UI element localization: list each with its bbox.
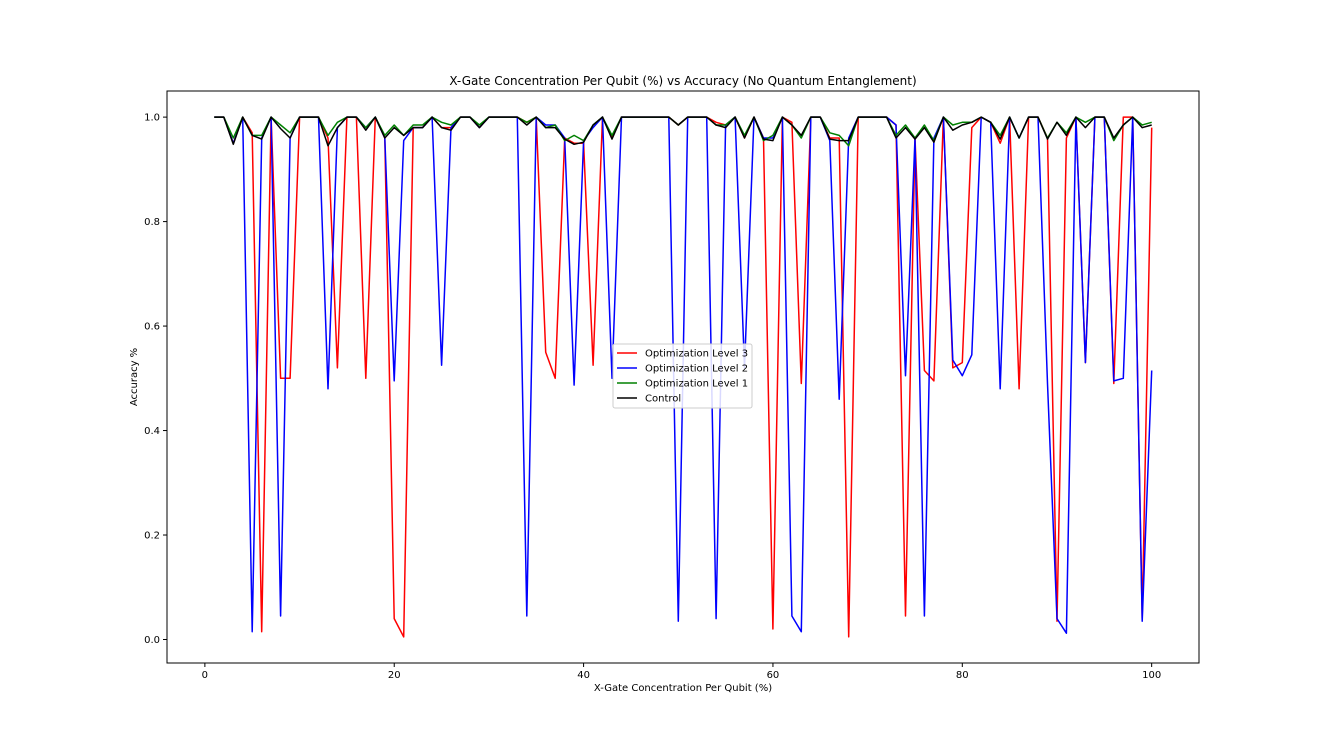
x-tick-label: 100 — [1142, 670, 1161, 681]
legend-label: Optimization Level 1 — [645, 379, 748, 390]
y-tick-label: 0.2 — [144, 531, 160, 542]
chart-title: X-Gate Concentration Per Qubit (%) vs Ac… — [449, 74, 916, 88]
legend-box — [612, 343, 753, 409]
x-tick-label: 0 — [202, 670, 208, 681]
y-tick-label: 1.0 — [144, 113, 160, 124]
ticks-layer: 0 20 40 60 80 100 0.0 0.2 0.4 0.6 0.8 1.0 — [144, 113, 1161, 681]
legend: Optimization Level 3 Optimization Level 2… — [612, 343, 753, 409]
y-tick-label: 0.4 — [144, 426, 160, 437]
legend-items: Optimization Level 3 Optimization Level 2… — [617, 349, 748, 405]
legend-label: Optimization Level 3 — [645, 349, 748, 360]
plot-area-frame — [166, 90, 1200, 664]
y-tick-label: 0.0 — [144, 635, 160, 646]
y-tick-label: 0.8 — [144, 217, 160, 228]
x-tick-label: 40 — [577, 670, 590, 681]
x-axis-label: X-Gate Concentration Per Qubit (%) — [594, 683, 772, 694]
x-tick-label: 20 — [388, 670, 401, 681]
x-tick-label: 80 — [956, 670, 969, 681]
series-line-4 — [214, 116, 1152, 147]
y-tick-label: 0.6 — [144, 322, 160, 333]
x-tick-label: 60 — [767, 670, 780, 681]
legend-label: Control — [645, 394, 681, 405]
y-axis-label: Accuracy % — [129, 348, 140, 406]
legend-label: Optimization Level 2 — [645, 364, 748, 375]
